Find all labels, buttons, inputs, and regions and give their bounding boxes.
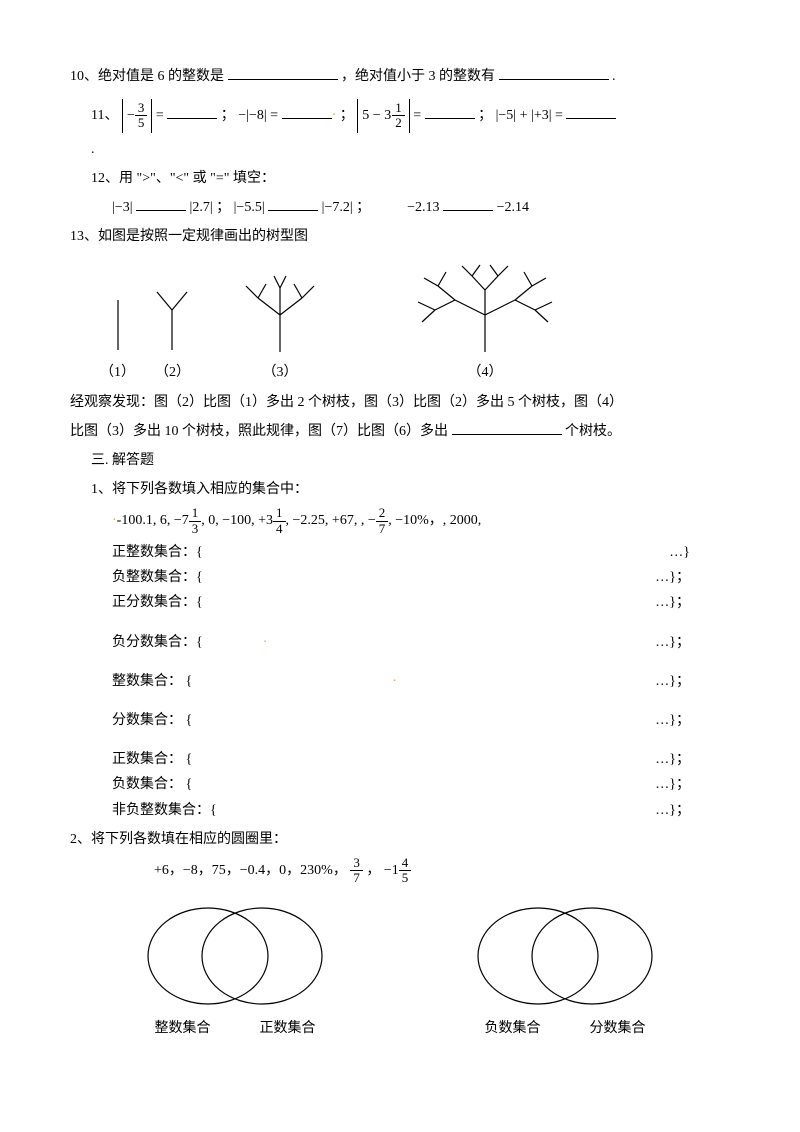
set-end: …}； (655, 669, 730, 694)
q13-text2: 比图（3）多出 10 个树枝，照此规律，图（7）比图（6）多出 个树枝。 (70, 419, 730, 444)
q11-label: 11、 (91, 108, 118, 123)
eq: = (413, 108, 421, 123)
tree-caption: （4） (390, 360, 580, 385)
q11-dot: . (70, 137, 730, 162)
question-10: 10、绝对值是 6 的整数是 ，绝对值小于 3 的整数有 . (70, 64, 730, 89)
set-name: 整数集合： { (112, 669, 192, 694)
semi: ； (216, 200, 230, 215)
q10-suffix: . (612, 69, 616, 84)
set-end: …}； (655, 708, 730, 733)
set-end: …}； (655, 747, 730, 772)
set-name: 负分数集合：{ (112, 630, 203, 655)
set-end: …}； (655, 590, 730, 615)
tree-caption: （3） (230, 360, 330, 385)
semi: ； (340, 108, 354, 123)
venn-label: 分数集合 (590, 1016, 646, 1041)
blank[interactable] (282, 104, 332, 119)
expr: |−7.2| (322, 200, 353, 215)
expr: |−5.5| (234, 200, 265, 215)
set-row: 正分数集合：{ …}； (112, 590, 730, 615)
blank[interactable] (443, 196, 493, 211)
blank[interactable] (167, 104, 217, 119)
blank[interactable] (499, 65, 609, 80)
expr: |2.7| (190, 200, 213, 215)
semi: ； (221, 108, 235, 123)
section-3-header: 三. 解答题 (70, 448, 730, 473)
set-end: …}； (655, 772, 730, 797)
tree-1: （1） (100, 280, 135, 385)
set-row: 负分数集合：{·…}； (112, 630, 730, 655)
set-end: …}； (655, 630, 730, 655)
set-name: 负数集合： { (112, 772, 192, 797)
eq: = (270, 108, 278, 123)
blank[interactable] (268, 196, 318, 211)
dot-icon: · (332, 108, 337, 123)
semi: ； (356, 200, 370, 215)
tree-4: （4） (390, 260, 580, 385)
set-row: 负整数集合：{ …}； (112, 565, 730, 590)
venn-label: 负数集合 (485, 1016, 541, 1041)
expr: |−5| (496, 108, 517, 123)
set-name: 正分数集合：{ (112, 590, 203, 615)
tree-caption: （2） (145, 360, 200, 385)
set-row: 正数集合： { …}； (112, 747, 730, 772)
set-row: 正整数集合：{ …} (112, 540, 730, 565)
abs-expr: 5 − 312 (357, 99, 409, 133)
blank[interactable] (566, 104, 616, 119)
venn-2: 负数集合 分数集合 (460, 901, 670, 1041)
expr: −2.14 (497, 200, 529, 215)
set-name: 负整数集合：{ (112, 565, 203, 590)
question-12-label: 12、用 ">"、"<" 或 "=" 填空： (70, 166, 730, 191)
set-name: 正整数集合：{ (112, 540, 203, 565)
question-12: |−3| |2.7| ； |−5.5| |−7.2| ； −2.13 −2.14 (70, 195, 730, 220)
set-name: 分数集合： { (112, 708, 192, 733)
blank[interactable] (136, 196, 186, 211)
venn-1: 整数集合 正数集合 (130, 901, 340, 1041)
set-end: …}； (655, 565, 730, 590)
set-end: …}； (655, 798, 730, 823)
p1-numbers: ·-100.1, 6, −713, 0, −100, +314, −2.25, … (70, 506, 730, 536)
set-name: 正数集合： { (112, 747, 192, 772)
eq: = (555, 108, 563, 123)
abs-expr: −35 (122, 99, 152, 133)
set-row: 整数集合： {·…}； (112, 669, 730, 694)
question-13-label: 13、如图是按照一定规律画出的树型图 (70, 224, 730, 249)
expr: −2.13 (407, 200, 439, 215)
q13-text1: 经观察发现：图（2）比图（1）多出 2 个树枝，图（3）比图（2）多出 5 个树… (70, 390, 730, 415)
set-row: 非负整数集合：{ …}； (112, 798, 730, 823)
set-row: 负数集合： { …}； (112, 772, 730, 797)
set-fill-area[interactable]: · (192, 669, 655, 694)
expr: |−3| (112, 200, 133, 215)
q10-prefix: 10、绝对值是 6 的整数是 (70, 69, 224, 84)
q10-mid: ，绝对值小于 3 的整数有 (341, 69, 495, 84)
tree-caption: （1） (100, 360, 135, 385)
p2-numbers: +6，−8，75，−0.4，0，230%， 37 ， −145 (70, 856, 730, 886)
eq: = (156, 108, 164, 123)
tree-2: （2） (145, 280, 200, 385)
question-11: 11、 −35 = ； −|−8| = · ； 5 − 312 = ； |−5|… (70, 99, 730, 133)
blank[interactable] (425, 104, 475, 119)
semi: ； (478, 108, 492, 123)
tree-3: （3） (230, 270, 330, 385)
expr: + (520, 108, 528, 123)
expr: −|−8| (238, 108, 266, 123)
p2-label: 2、将下列各数填在相应的圆圈里： (70, 827, 730, 852)
venn-label: 整数集合 (155, 1016, 211, 1041)
venn-label: 正数集合 (260, 1016, 316, 1041)
set-fill-area[interactable]: · (203, 630, 656, 655)
set-row: 分数集合： { …}； (112, 708, 730, 733)
set-name: 非负整数集合：{ (112, 798, 217, 823)
set-end: …} (669, 540, 730, 565)
tree-diagrams: （1） （2） （3） (100, 260, 730, 385)
p1-label: 1、将下列各数填入相应的集合中： (70, 477, 730, 502)
venn-diagrams: 整数集合 正数集合 负数集合 分数集合 (70, 901, 730, 1041)
blank[interactable] (452, 420, 562, 435)
expr: |+3| (531, 108, 552, 123)
blank[interactable] (228, 65, 338, 80)
